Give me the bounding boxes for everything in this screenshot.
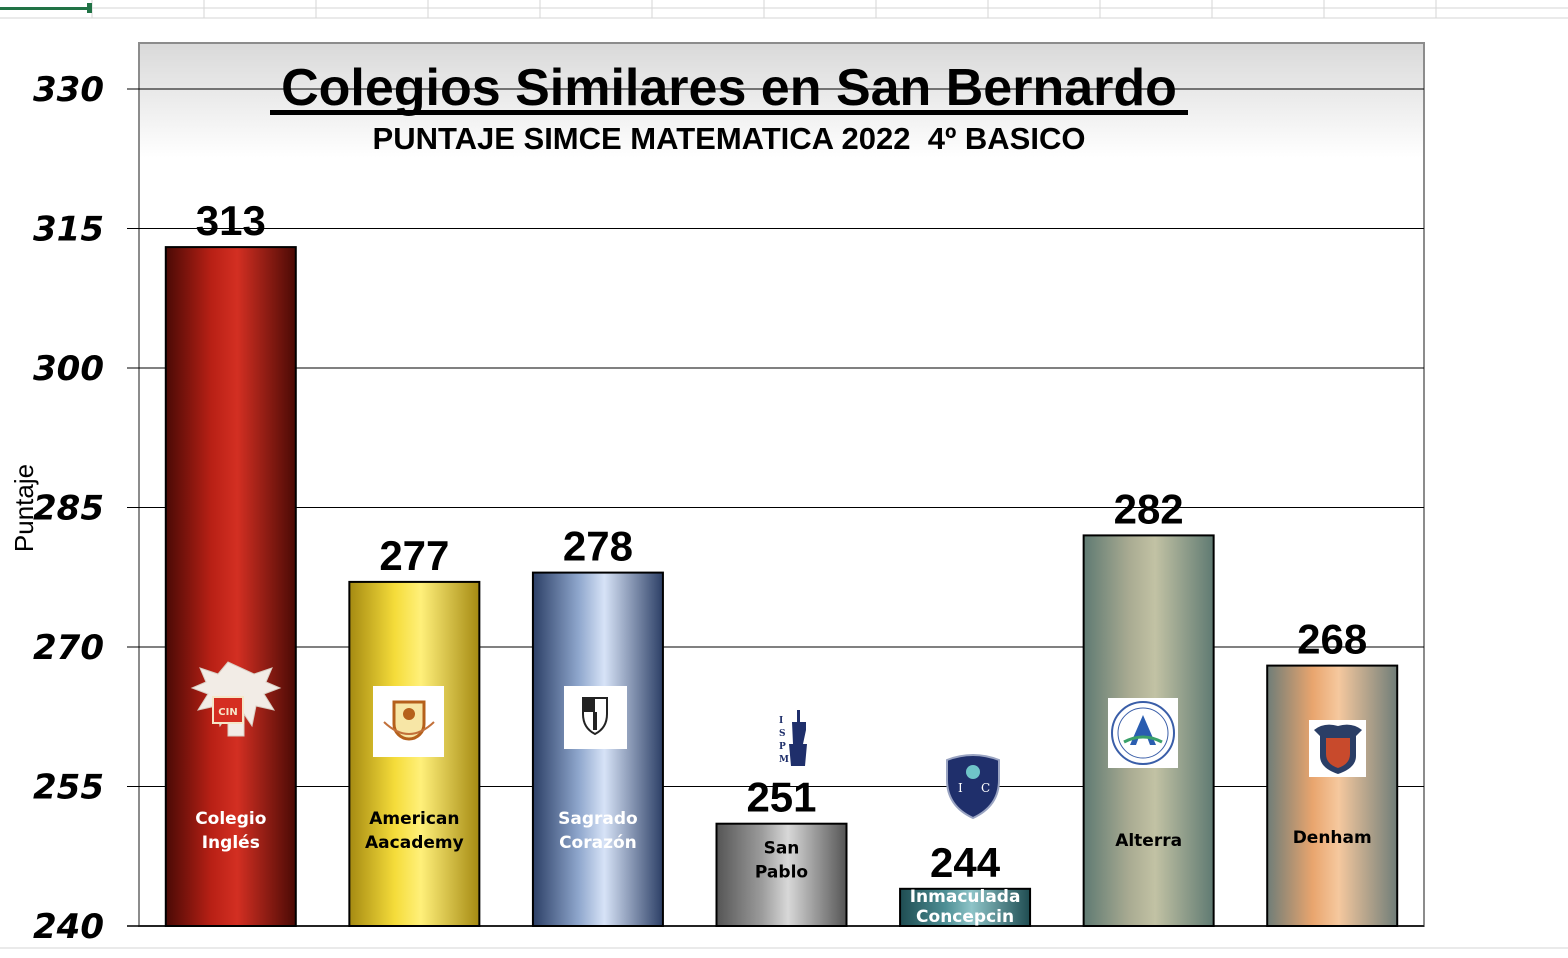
category-label: Corazón bbox=[559, 833, 637, 853]
chart-title-group: Colegios Similares en San Bernardo PUNTA… bbox=[270, 59, 1188, 156]
category-label: Denham bbox=[1293, 828, 1372, 848]
data-label: 278 bbox=[563, 523, 633, 570]
category-label: Inmaculada bbox=[910, 887, 1021, 907]
san-pablo-logo: I S P M bbox=[779, 710, 807, 766]
y-axis-label: Puntaje bbox=[9, 464, 39, 552]
category-label: Pablo bbox=[755, 863, 808, 883]
denham-logo bbox=[1309, 720, 1366, 777]
svg-text:I: I bbox=[779, 716, 783, 726]
bar bbox=[164, 246, 297, 928]
bar bbox=[1266, 664, 1399, 927]
chart-title-underline bbox=[270, 110, 1188, 115]
data-label: 282 bbox=[1114, 485, 1184, 532]
bars: 313 Colegio Inglés 277 American Aacademy 278 Sa… bbox=[164, 197, 1399, 928]
y-axis-ticks: 240 255 270 285 300 315 330 bbox=[33, 70, 104, 947]
category-label: Aacademy bbox=[365, 833, 464, 853]
category-label: Alterra bbox=[1115, 831, 1182, 851]
y-tick-label: 315 bbox=[33, 210, 104, 250]
data-label: 244 bbox=[930, 839, 1001, 886]
selected-cell-border bbox=[0, 7, 90, 10]
category-label: Inglés bbox=[202, 833, 260, 853]
data-label: 268 bbox=[1297, 616, 1367, 663]
svg-text:I: I bbox=[958, 781, 963, 795]
svg-text:M: M bbox=[779, 755, 789, 765]
y-tick-label: 330 bbox=[33, 70, 104, 110]
chart-title: Colegios Similares en San Bernardo bbox=[281, 59, 1177, 117]
bar bbox=[899, 887, 1032, 927]
svg-text:C: C bbox=[981, 781, 990, 795]
alterra-logo bbox=[1108, 698, 1178, 768]
chart-subtitle: PUNTAJE SIMCE MATEMATICA 2022 4º BASICO bbox=[373, 121, 1086, 156]
svg-text:P: P bbox=[779, 742, 786, 752]
y-tick-label: 270 bbox=[33, 628, 104, 668]
bar bbox=[715, 822, 848, 928]
bar bbox=[531, 571, 664, 927]
category-label: Concepcin bbox=[916, 907, 1014, 927]
sagrado-corazon-logo bbox=[564, 686, 627, 749]
inmaculada-concepcion-logo: I C bbox=[946, 754, 1000, 820]
svg-text:S: S bbox=[779, 729, 786, 739]
data-label: 251 bbox=[746, 774, 816, 821]
svg-text:CIN: CIN bbox=[218, 707, 237, 718]
y-tick-label: 255 bbox=[33, 768, 104, 808]
colegio-ingles-logo: CIN bbox=[190, 661, 282, 737]
category-label: San bbox=[764, 839, 800, 859]
category-label: American bbox=[369, 809, 459, 829]
y-tick-label: 300 bbox=[33, 349, 104, 389]
y-tick-label: 285 bbox=[33, 489, 104, 529]
category-label: Colegio bbox=[195, 809, 266, 829]
data-label: 313 bbox=[196, 197, 266, 244]
category-label: Sagrado bbox=[558, 809, 638, 829]
selection-handle[interactable] bbox=[87, 3, 92, 13]
y-tick-label: 240 bbox=[33, 907, 104, 947]
american-academy-logo bbox=[373, 686, 444, 757]
data-label: 277 bbox=[379, 532, 449, 579]
